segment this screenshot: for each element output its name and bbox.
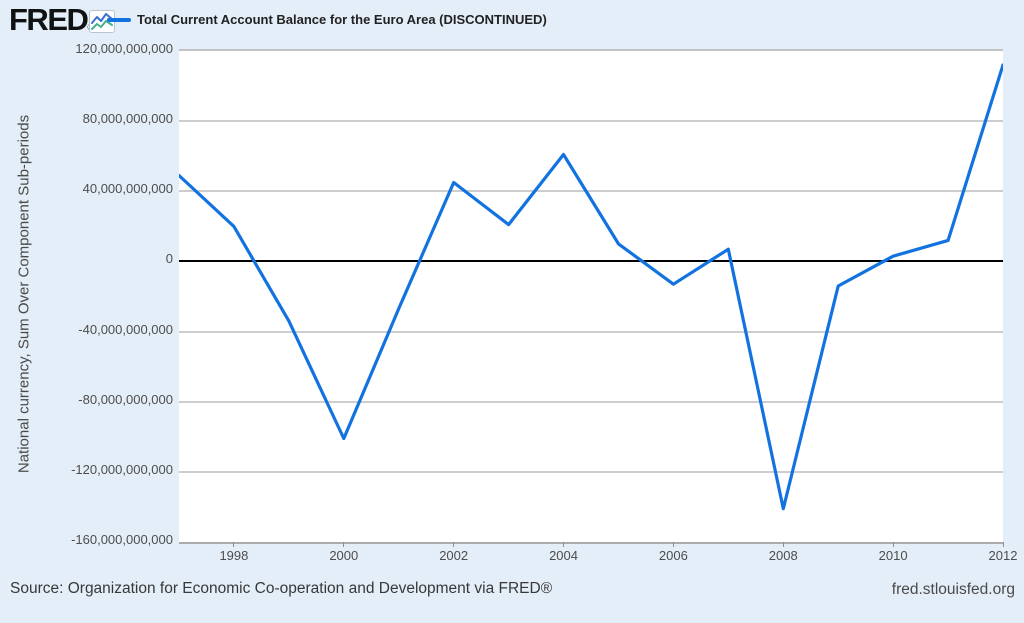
x-axis-tick — [343, 542, 345, 547]
fred-logo-text: FRED — [9, 2, 89, 37]
y-axis-tick-label: 0 — [165, 251, 173, 267]
x-axis-tick — [892, 542, 894, 547]
x-axis-tick-label: 2010 — [878, 548, 908, 563]
x-axis-tick — [563, 542, 565, 547]
x-axis-tick-label: 2002 — [439, 548, 469, 563]
series-line — [179, 63, 1003, 511]
y-axis-tick-label: 120,000,000,000 — [75, 41, 173, 56]
y-axis-tick-label: -160,000,000,000 — [71, 532, 173, 547]
x-axis-tick — [782, 542, 784, 547]
y-axis-tick-label: 80,000,000,000 — [82, 111, 173, 127]
y-gridline — [179, 400, 1003, 403]
plot-area — [179, 49, 1003, 544]
series-legend-label: Total Current Account Balance for the Eu… — [137, 12, 547, 27]
source-note: Source: Organization for Economic Co-ope… — [10, 580, 553, 597]
y-axis-tick-label: 40,000,000,000 — [82, 181, 173, 197]
x-axis-tick-label: 2008 — [768, 548, 798, 563]
y-axis-tick-label: -120,000,000,000 — [71, 461, 173, 477]
legend-line-swatch — [107, 18, 131, 22]
x-axis-tick-label: 2012 — [988, 548, 1018, 563]
x-axis-tick — [233, 542, 235, 547]
y-axis-title: National currency, Sum Over Component Su… — [15, 114, 33, 474]
x-axis-tick-label: 2006 — [658, 548, 688, 563]
x-axis-tick — [672, 542, 674, 547]
x-axis-tick-label: 2000 — [329, 548, 359, 563]
chart-canvas — [179, 63, 1003, 511]
y-gridline — [179, 470, 1003, 473]
x-axis-tick — [453, 542, 455, 547]
y-gridline — [179, 330, 1003, 333]
x-axis-tick — [1002, 542, 1004, 547]
y-axis-tick-label: -80,000,000,000 — [78, 391, 173, 407]
y-axis-tick-label: -40,000,000,000 — [78, 321, 173, 337]
x-axis-tick-label: 2004 — [549, 548, 578, 563]
y-gridline — [179, 120, 1003, 123]
fred-site-link[interactable]: fred.stlouisfed.org — [891, 581, 1015, 598]
y-gridline — [179, 190, 1003, 193]
zero-axis-line — [179, 260, 1003, 263]
fred-logo[interactable]: FRED® — [9, 4, 93, 43]
x-axis-tick-label: 1998 — [219, 548, 249, 563]
